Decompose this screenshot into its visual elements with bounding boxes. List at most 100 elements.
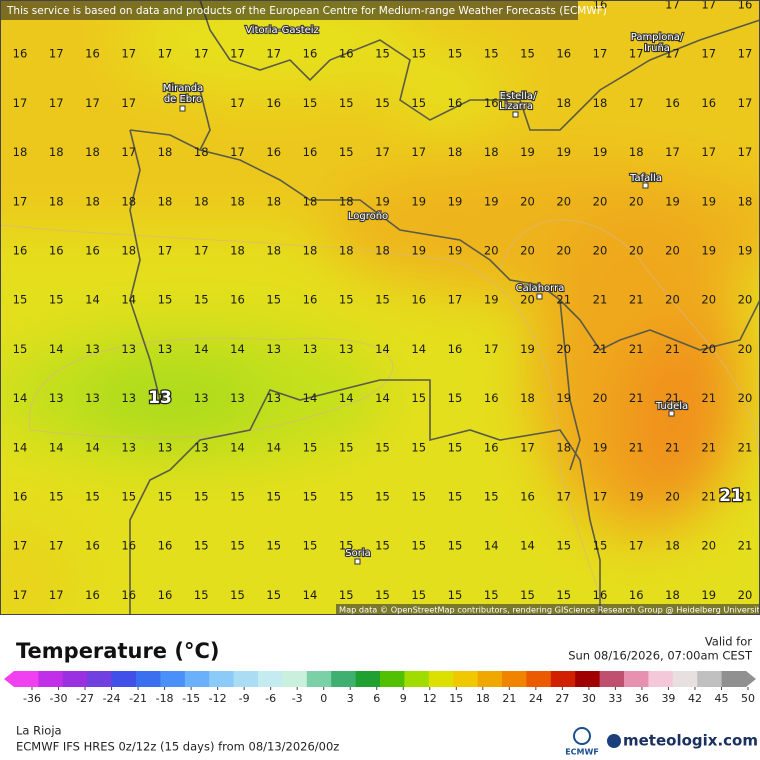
grid-value: 21: [738, 440, 753, 454]
grid-value: 13: [158, 391, 173, 405]
grid-value: 19: [738, 244, 753, 258]
colorbar-label: -27: [76, 692, 94, 705]
grid-value: 14: [85, 293, 100, 307]
grid-value: 19: [484, 293, 499, 307]
colorbar: -36 -30 -27 -24 -21 -18 -15 -12 -9 -6 -3 0 3 6 9 12 15 18…: [4, 671, 756, 705]
grid-value: 17: [230, 96, 245, 110]
grid-value: 13: [194, 391, 209, 405]
grid-value: 15: [448, 490, 463, 504]
ecmwf-logo: ECMWF: [565, 748, 599, 757]
colorbar-swatch: [526, 671, 552, 687]
grid-value: 15: [49, 293, 64, 307]
min-label: 13: [148, 388, 172, 408]
grid-value: 15: [375, 588, 390, 602]
grid-value: 16: [448, 96, 463, 110]
grid-value: 17: [13, 588, 28, 602]
colorbar-label: -30: [50, 692, 68, 705]
grid-value: 15: [339, 440, 354, 454]
grid-value: 17: [158, 244, 173, 258]
colorbar-swatch: [453, 671, 479, 687]
grid-value: 15: [49, 490, 64, 504]
grid-value: 16: [448, 342, 463, 356]
grid-value: 18: [448, 145, 463, 159]
grid-value: 20: [738, 391, 753, 405]
grid-value: 17: [194, 47, 209, 61]
grid-value: 20: [556, 244, 571, 258]
grid-value: 19: [520, 342, 535, 356]
grid-value: 15: [375, 293, 390, 307]
place-label: Vitoria-Gasteiz: [245, 25, 319, 36]
grid-value: 13: [339, 342, 354, 356]
grid-value: 17: [49, 47, 64, 61]
grid-value: 20: [556, 342, 571, 356]
grid-value: 15: [411, 96, 426, 110]
grid-value: 15: [484, 588, 499, 602]
grid-value: 18: [49, 145, 64, 159]
grid-value: 17: [556, 490, 571, 504]
colorbar-swatch: [111, 671, 137, 687]
place-label: Tafalla: [629, 173, 662, 184]
colorbar-swatch: [62, 671, 88, 687]
grid-value: 14: [13, 391, 28, 405]
colorbar-swatch: [672, 671, 698, 687]
grid-value: 13: [266, 342, 281, 356]
grid-value: 16: [303, 293, 318, 307]
grid-value: 18: [121, 194, 136, 208]
grid-value: 16: [484, 391, 499, 405]
grid-value: 15: [194, 293, 209, 307]
grid-value: 20: [665, 293, 680, 307]
grid-value: 19: [520, 145, 535, 159]
grid-value: 16: [13, 490, 28, 504]
grid-value: 13: [121, 440, 136, 454]
grid-value: 16: [303, 47, 318, 61]
colorbar-arrow: [4, 671, 14, 687]
grid-value: 17: [375, 145, 390, 159]
grid-value: 18: [194, 145, 209, 159]
grid-value: 21: [701, 391, 716, 405]
grid-value: 16: [230, 293, 245, 307]
grid-value: 16: [85, 47, 100, 61]
valid-label: Valid for: [705, 635, 752, 649]
colorbar-swatch: [428, 671, 454, 687]
grid-value: 15: [194, 539, 209, 553]
grid-value: 15: [339, 588, 354, 602]
grid-value: 17: [738, 145, 753, 159]
grid-value: 18: [339, 194, 354, 208]
grid-value: 16: [158, 539, 173, 553]
colorbar-swatch: [404, 671, 430, 687]
grid-value: 16: [303, 145, 318, 159]
grid-value: 16: [266, 96, 281, 110]
place-label: Calahorra: [516, 283, 565, 294]
colorbar-label: 39: [661, 692, 675, 705]
grid-value: 18: [13, 145, 28, 159]
grid-value: 17: [665, 0, 680, 12]
grid-value: 13: [230, 391, 245, 405]
grid-value: 18: [194, 194, 209, 208]
colorbar-swatch: [136, 671, 161, 687]
colorbar-label: 15: [449, 692, 463, 705]
grid-value: 19: [556, 145, 571, 159]
grid-value: 18: [158, 194, 173, 208]
grid-value: 17: [448, 293, 463, 307]
grid-value: 17: [411, 145, 426, 159]
grid-value: 18: [484, 145, 499, 159]
grid-value: 16: [411, 293, 426, 307]
grid-value: 18: [520, 391, 535, 405]
place-marker: [536, 293, 543, 300]
grid-value: 20: [738, 342, 753, 356]
valid-time: Sun 08/16/2026, 07:00am CEST: [568, 649, 753, 663]
place-marker: [179, 105, 186, 112]
grid-value: 19: [448, 194, 463, 208]
isolines: [0, 219, 760, 615]
grid-value: 15: [411, 47, 426, 61]
notice: This service is based on data and produc…: [6, 5, 607, 17]
grid-value: 17: [121, 96, 136, 110]
grid-value: 17: [49, 96, 64, 110]
grid-value: 16: [629, 588, 644, 602]
grid-value: 18: [49, 194, 64, 208]
grid-value: 20: [484, 244, 499, 258]
grid-value: 14: [194, 342, 209, 356]
grid-value: 14: [49, 440, 64, 454]
grid-value: 14: [49, 342, 64, 356]
grid-value: 16: [13, 244, 28, 258]
